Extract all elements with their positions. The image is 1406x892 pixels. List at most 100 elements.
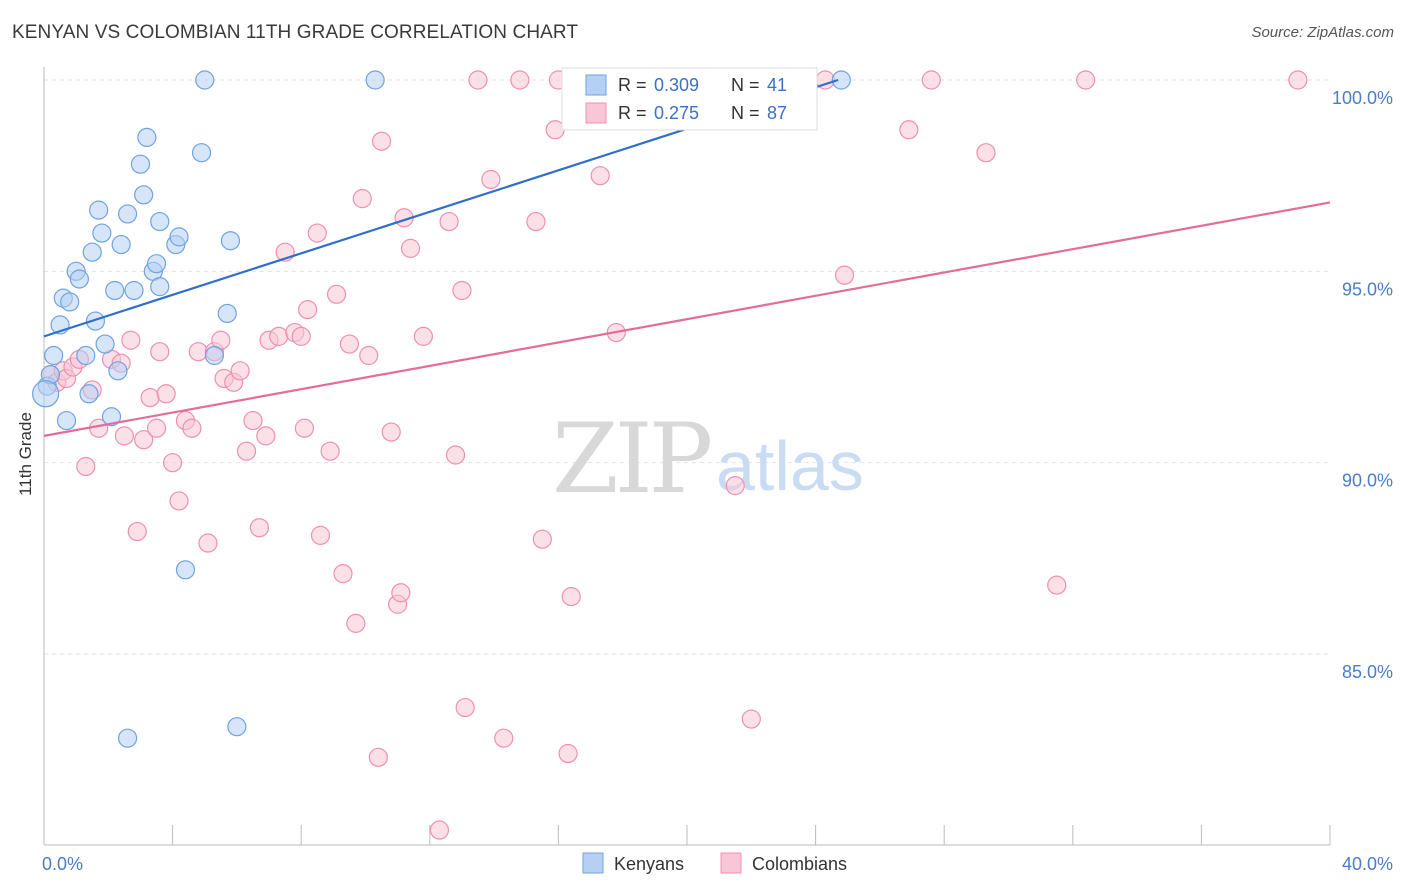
kenyans-point [150,277,170,297]
colombians-point [294,418,315,438]
colombians-point [445,445,466,465]
colombians-point [236,441,257,461]
colombians-point [371,131,392,151]
colombians-point [76,456,96,477]
colombians-point [413,326,433,346]
colombians-point [561,586,581,607]
colombians-point [510,70,530,90]
kenyans-legend-label: Kenyans [614,854,684,874]
colombians-point [339,334,360,354]
colombians-point [182,418,202,438]
legend-r-label: R = [618,103,647,123]
colombians-point [291,326,311,346]
kenyans-point [169,227,189,247]
colombians-point [146,418,167,438]
kenyans-legend-swatch [585,74,607,96]
colombians-point [298,300,318,320]
kenyans-point [130,154,151,174]
kenyans-legend-swatch [582,852,604,874]
colombians-point [545,120,565,140]
kenyans-point [365,70,385,90]
colombians-point [590,166,610,186]
colombians-point [352,189,372,209]
colombians-point [400,238,421,258]
colombians-point [326,284,347,304]
colombians-point [249,518,270,538]
colombians-point [526,211,546,232]
colombians-legend-swatch [585,102,607,124]
colombians-point [150,342,170,362]
tick-labels: 100.0% 95.0% 90.0% 85.0% 0.0% 40.0% [42,88,1393,874]
kenyans-point [134,185,154,205]
colombians-point [333,564,353,584]
y-tick-label: 85.0% [1342,662,1393,682]
kenyans-point [124,280,144,301]
colombians-point [163,453,183,473]
colombians-point [452,280,472,301]
source-credit: Source: ZipAtlas.com [1251,24,1394,41]
kenyans-point [191,143,212,163]
colombians-point [169,491,189,511]
x-tick-label: 40.0% [1342,854,1393,874]
kenyans-point [137,127,157,147]
y-tick-label: 100.0% [1332,88,1393,108]
colombians-point [256,426,276,446]
kenyans-point [101,407,122,427]
kenyans-point [175,560,196,580]
legend-r-value: 0.275 [654,103,699,123]
colombians-point [468,70,488,90]
kenyans-point [32,380,60,408]
x-tick-label: 0.0% [42,854,83,874]
colombians-point [558,743,578,764]
kenyans-point [217,303,237,324]
colombians-point [114,426,134,446]
kenyans-point [195,70,215,90]
kenyans-point [56,410,77,431]
chart-title: KENYAN VS COLOMBIAN 11TH GRADE CORRELATI… [12,22,579,43]
y-tick-label: 95.0% [1342,279,1393,299]
colombians-point [1288,70,1308,90]
colombians-point [741,709,761,729]
kenyans-point [76,345,96,366]
kenyans-point [204,345,224,366]
legend-n-label: N = [731,75,760,95]
kenyans-point [150,211,170,232]
legend-r-label: R = [618,75,647,95]
kenyans-point [227,717,247,737]
kenyans-point [69,269,89,289]
kenyans-point [831,70,851,90]
colombians-legend-swatch [720,852,742,874]
kenyans-point [92,223,112,243]
colombians-point [269,326,289,346]
kenyans-point [79,384,99,404]
kenyans-point [89,200,109,220]
y-tick-label: 90.0% [1342,471,1393,491]
kenyans-point [117,204,138,224]
kenyans-point [82,242,102,262]
colombians-point [391,583,411,603]
colombians-legend-label: Colombians [752,854,847,874]
legend-n-label: N = [731,103,760,123]
colombians-point [346,613,366,633]
colombians-point [188,342,208,362]
kenyans-point [146,254,167,274]
stats-legend: R = 0.309 N = 41 R = 0.275 N = 87 [561,67,818,131]
colombians-point [230,361,250,381]
colombians-trend-line [43,201,1331,437]
colombians-point [976,143,996,163]
colombians-point [134,430,154,450]
axes [43,67,1331,846]
colombians-point [494,728,514,748]
colombians-point [243,410,263,431]
legend-n-value: 41 [767,75,787,95]
colombians-point [725,476,745,496]
colombians-point [834,265,855,285]
colombians-point [1047,575,1067,595]
colombians-point [127,521,147,542]
kenyans-point [220,231,241,251]
colombians-point [121,330,141,350]
colombians-point [381,422,401,442]
colombians-point [359,345,379,366]
kenyans-point [105,280,125,301]
legend-r-value: 0.309 [654,75,699,95]
